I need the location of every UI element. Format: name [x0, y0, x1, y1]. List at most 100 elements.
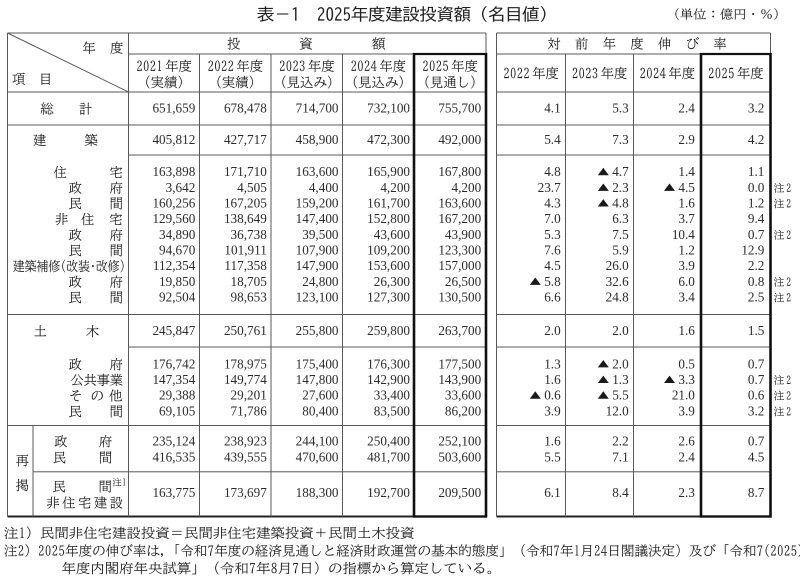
- svg-text:439,555: 439,555: [224, 449, 267, 464]
- svg-text:29,388: 29,388: [159, 388, 196, 403]
- svg-text:2.4: 2.4: [678, 101, 695, 116]
- svg-text:26,300: 26,300: [374, 274, 411, 289]
- svg-text:24.8: 24.8: [606, 289, 629, 304]
- svg-text:5.4: 5.4: [544, 132, 561, 147]
- svg-text:0.5: 0.5: [678, 356, 695, 371]
- svg-text:259,800: 259,800: [367, 323, 410, 338]
- svg-text:32.6: 32.6: [606, 274, 629, 289]
- svg-text:244,100: 244,100: [296, 433, 339, 448]
- svg-text:4.5: 4.5: [748, 449, 765, 464]
- svg-text:7.5: 7.5: [612, 227, 629, 242]
- svg-text:163,600: 163,600: [438, 195, 481, 210]
- svg-text:101,911: 101,911: [224, 242, 266, 257]
- svg-text:250,400: 250,400: [367, 433, 410, 448]
- svg-text:26.0: 26.0: [606, 258, 629, 273]
- svg-text:3.3: 3.3: [678, 372, 695, 387]
- svg-text:117,358: 117,358: [224, 258, 267, 273]
- svg-text:470,600: 470,600: [296, 449, 339, 464]
- svg-text:6.6: 6.6: [544, 289, 561, 304]
- svg-text:255,800: 255,800: [296, 323, 339, 338]
- svg-text:127,300: 127,300: [367, 289, 410, 304]
- svg-text:7.0: 7.0: [544, 211, 561, 226]
- svg-text:3.2: 3.2: [748, 101, 764, 116]
- svg-text:160,256: 160,256: [152, 195, 195, 210]
- svg-text:2.6: 2.6: [678, 433, 695, 448]
- svg-text:9.4: 9.4: [748, 211, 765, 226]
- svg-text:171,710: 171,710: [224, 164, 267, 179]
- svg-text:0.7: 0.7: [748, 433, 765, 448]
- svg-text:7.6: 7.6: [544, 242, 561, 257]
- svg-text:4.3: 4.3: [544, 195, 561, 210]
- svg-text:123,300: 123,300: [438, 242, 481, 257]
- svg-text:163,775: 163,775: [152, 485, 195, 500]
- svg-text:167,200: 167,200: [438, 211, 481, 226]
- svg-text:2.3: 2.3: [612, 180, 629, 195]
- svg-text:39,500: 39,500: [302, 227, 339, 242]
- svg-text:209,500: 209,500: [438, 485, 481, 500]
- svg-text:34,890: 34,890: [159, 227, 196, 242]
- svg-text:1.2: 1.2: [748, 195, 764, 210]
- svg-text:1.2: 1.2: [678, 242, 694, 257]
- svg-text:4.1: 4.1: [544, 101, 560, 116]
- svg-text:175,400: 175,400: [296, 356, 339, 371]
- svg-text:7.1: 7.1: [612, 449, 628, 464]
- svg-text:12.9: 12.9: [741, 242, 764, 257]
- svg-text:86,200: 86,200: [445, 403, 482, 418]
- svg-text:3,642: 3,642: [166, 180, 196, 195]
- svg-text:1.1: 1.1: [748, 164, 764, 179]
- svg-text:176,742: 176,742: [152, 356, 195, 371]
- svg-text:188,300: 188,300: [296, 485, 339, 500]
- svg-text:94,670: 94,670: [159, 242, 196, 257]
- svg-text:92,504: 92,504: [159, 289, 196, 304]
- svg-text:153,600: 153,600: [367, 258, 410, 273]
- svg-text:4,200: 4,200: [452, 180, 482, 195]
- svg-text:167,800: 167,800: [438, 164, 481, 179]
- svg-text:147,900: 147,900: [296, 258, 339, 273]
- svg-text:176,300: 176,300: [367, 356, 410, 371]
- svg-text:405,812: 405,812: [152, 132, 195, 147]
- svg-text:1.3: 1.3: [544, 356, 561, 371]
- svg-text:732,100: 732,100: [367, 101, 410, 116]
- svg-text:1.4: 1.4: [678, 164, 695, 179]
- svg-text:2.2: 2.2: [748, 258, 764, 273]
- svg-text:0.6: 0.6: [748, 388, 765, 403]
- svg-text:33,400: 33,400: [374, 388, 411, 403]
- svg-text:3.9: 3.9: [678, 403, 695, 418]
- svg-text:4,200: 4,200: [380, 180, 410, 195]
- svg-text:238,923: 238,923: [224, 433, 267, 448]
- svg-text:33,600: 33,600: [445, 388, 482, 403]
- svg-text:43,600: 43,600: [374, 227, 411, 242]
- svg-text:492,000: 492,000: [438, 132, 481, 147]
- svg-text:5.5: 5.5: [612, 388, 629, 403]
- svg-text:0.7: 0.7: [748, 227, 765, 242]
- svg-text:163,898: 163,898: [152, 164, 195, 179]
- svg-text:3.9: 3.9: [678, 258, 695, 273]
- svg-text:7.3: 7.3: [612, 132, 629, 147]
- svg-text:71,786: 71,786: [231, 403, 268, 418]
- svg-text:36,738: 36,738: [231, 227, 268, 242]
- svg-text:147,354: 147,354: [152, 372, 195, 387]
- svg-text:3.9: 3.9: [544, 403, 561, 418]
- svg-text:2.0: 2.0: [544, 323, 561, 338]
- svg-text:23.7: 23.7: [538, 180, 561, 195]
- svg-text:678,478: 678,478: [224, 101, 267, 116]
- svg-text:192,700: 192,700: [367, 485, 410, 500]
- svg-text:1.6: 1.6: [544, 433, 561, 448]
- svg-text:0.7: 0.7: [748, 356, 765, 371]
- svg-text:4.8: 4.8: [612, 195, 629, 210]
- svg-text:12.0: 12.0: [606, 403, 629, 418]
- svg-text:5.3: 5.3: [612, 101, 629, 116]
- svg-text:173,697: 173,697: [224, 485, 267, 500]
- svg-text:0.7: 0.7: [748, 372, 765, 387]
- svg-text:481,700: 481,700: [367, 449, 410, 464]
- svg-text:130,500: 130,500: [438, 289, 481, 304]
- svg-text:3.7: 3.7: [678, 211, 695, 226]
- svg-text:21.0: 21.0: [672, 388, 695, 403]
- svg-text:4.8: 4.8: [544, 164, 561, 179]
- svg-text:755,700: 755,700: [438, 101, 481, 116]
- svg-text:416,535: 416,535: [152, 449, 195, 464]
- svg-text:6.1: 6.1: [544, 485, 560, 500]
- svg-text:112,354: 112,354: [153, 258, 196, 273]
- svg-text:2.2: 2.2: [612, 433, 628, 448]
- svg-text:235,124: 235,124: [152, 433, 195, 448]
